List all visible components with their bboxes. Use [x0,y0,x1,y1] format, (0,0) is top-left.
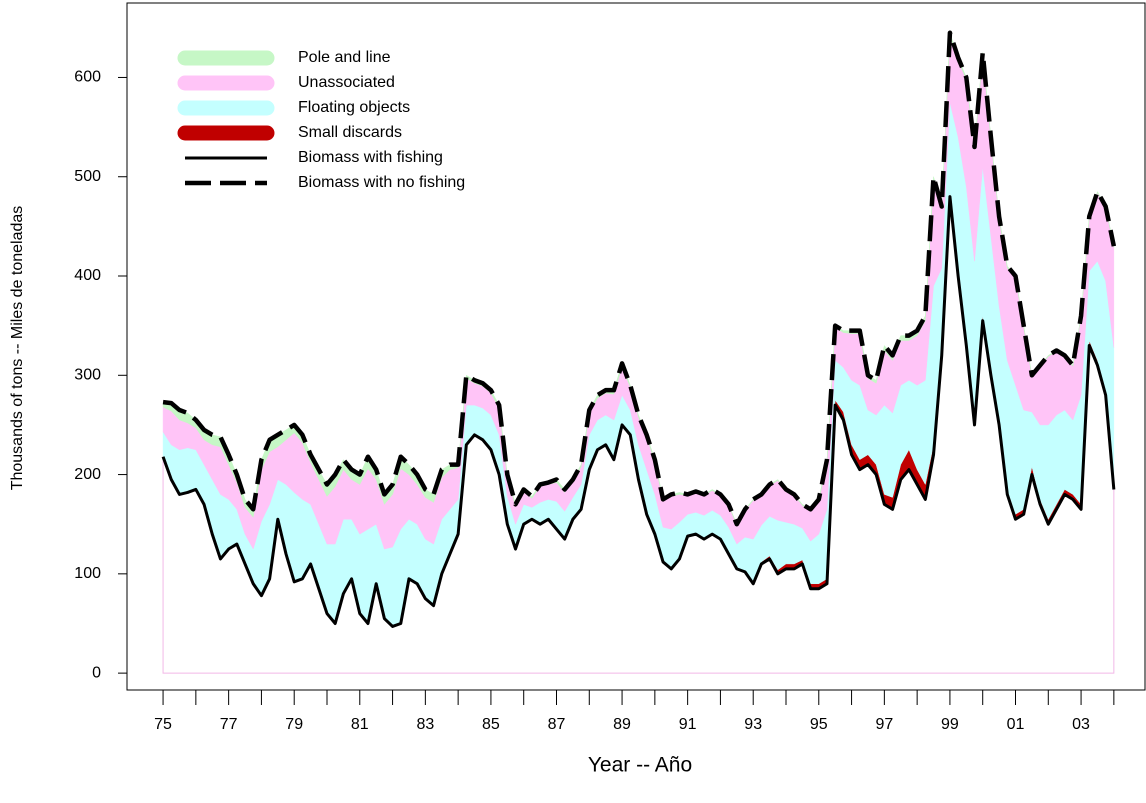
legend-label: Pole and line [298,49,391,66]
legend-label: Unassociated [298,74,395,91]
x-tick-label: 95 [810,716,828,733]
legend-label: Floating objects [298,99,410,116]
line [162,30,1117,527]
x-tick-label: 91 [679,716,697,733]
x-tick-label: 79 [285,716,303,733]
line [161,195,1116,628]
y-axis-label: Thousands of tons -- Miles de toneladas [9,206,26,491]
x-tick-label: 85 [482,716,500,733]
y-tick-label: 400 [74,267,101,284]
x-tick-label: 03 [1072,716,1090,733]
legend-label: Biomass with no fishing [298,174,465,191]
x-tick-label: 93 [744,716,762,733]
y-tick-label: 100 [74,565,101,582]
y-tick-label: 200 [74,466,101,483]
x-tick-label: 89 [613,716,631,733]
y-tick-label: 600 [74,69,101,86]
x-tick-label: 99 [941,716,959,733]
y-tick-label: 0 [92,664,101,681]
x-tick-label: 01 [1007,716,1025,733]
plot-frame [126,2,1146,691]
x-axis-label: Year -- Año [588,754,692,777]
legend-label: Small discards [298,124,402,141]
y-tick-label: 500 [74,168,101,185]
x-tick-label: 97 [875,716,893,733]
x-tick-label: 83 [416,716,434,733]
legend-label: Biomass with fishing [298,149,443,166]
x-tick-label: 81 [351,716,369,733]
x-tick-label: 77 [220,716,238,733]
y-tick-label: 300 [74,367,101,384]
baseline [162,456,1115,674]
x-tick-label: 75 [154,716,172,733]
x-tick-label: 87 [548,716,566,733]
